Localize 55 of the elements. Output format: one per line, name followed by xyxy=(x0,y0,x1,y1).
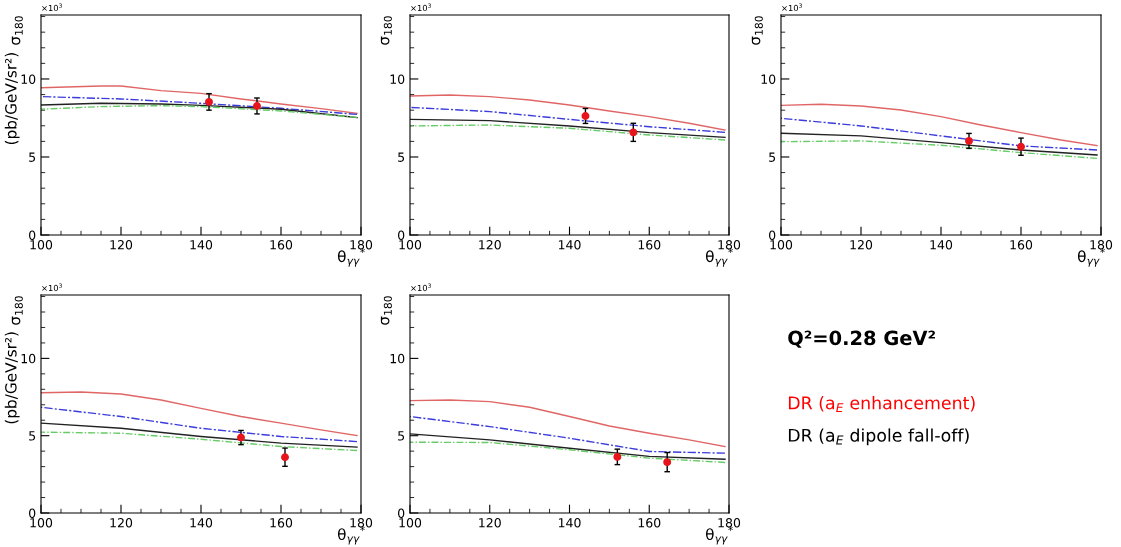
y-axis-title: σ$_{180}$ xyxy=(11,16,23,45)
x-tick-label: 160 xyxy=(270,240,293,250)
y-tick-label: 0 xyxy=(398,230,405,240)
x-tick-label: 100 xyxy=(30,518,53,528)
y-tick-label: 0 xyxy=(29,230,36,240)
x-tick-label: 180 xyxy=(718,240,741,250)
y-tick-label: 0 xyxy=(398,508,405,518)
x-tick-label: 100 xyxy=(399,518,422,528)
x-tick-label: 140 xyxy=(190,518,213,528)
x-tick-label: 140 xyxy=(190,240,213,250)
x-tick-label: 100 xyxy=(770,240,793,250)
x-tick-label: 120 xyxy=(479,240,501,250)
x-tick-label: 120 xyxy=(110,240,133,250)
x-tick-label: 140 xyxy=(558,518,581,528)
text: (pb/GeV/sr²) xyxy=(4,332,20,424)
text: Q²=0.28 GeV² xyxy=(788,330,935,348)
legend-label: DR (a$_{E}$ dipole fall-off) xyxy=(788,428,969,446)
x-tick-label: 140 xyxy=(558,240,581,250)
x-tick-label: 100 xyxy=(30,240,53,250)
x-tick-label: 120 xyxy=(479,518,501,528)
y-tick-label: 5 xyxy=(398,152,405,162)
x-tick-label: 140 xyxy=(930,240,953,250)
x-tick-label: 180 xyxy=(718,518,741,528)
x-tick-label: 160 xyxy=(638,240,661,250)
y-tick-label: 5 xyxy=(398,431,405,441)
y-axis-title: σ$_{180}$ xyxy=(11,296,23,325)
y-tick-label: 10 xyxy=(761,74,776,84)
y-tick-label: 10 xyxy=(390,353,405,364)
y-tick-label: 10 xyxy=(21,353,36,364)
text: ×10$^{3}$ xyxy=(782,3,802,12)
y-axis-title: σ$_{180}$ xyxy=(751,16,763,45)
text: ×10$^{3}$ xyxy=(42,3,62,12)
x-tick-label: 100 xyxy=(399,240,422,250)
x-tick-label: 160 xyxy=(638,518,661,528)
y-tick-label: 5 xyxy=(769,152,776,162)
y-tick-label: 5 xyxy=(29,152,36,162)
y-tick-label: 10 xyxy=(390,74,405,84)
y-tick-label: 0 xyxy=(769,230,776,240)
y-tick-label: 5 xyxy=(29,431,36,441)
x-tick-label: 120 xyxy=(850,240,873,250)
y-axis-title: σ$_{180}$ xyxy=(380,16,392,45)
x-tick-label: 160 xyxy=(1010,240,1033,250)
y-axis-title: σ$_{180}$ xyxy=(380,296,392,325)
x-tick-label: 180 xyxy=(350,240,373,250)
text: (pb/GeV/sr²) xyxy=(4,53,20,145)
x-tick-label: 180 xyxy=(350,518,373,528)
y-tick-label: 10 xyxy=(21,74,36,84)
x-tick-label: 120 xyxy=(110,518,133,528)
text: ×10$^{3}$ xyxy=(42,283,62,292)
text: ×10$^{3}$ xyxy=(411,3,431,12)
x-tick-label: 160 xyxy=(270,518,293,528)
legend-label: DR (a$_{E}$ enhancement) xyxy=(788,396,975,413)
text: ×10$^{3}$ xyxy=(411,283,431,292)
y-tick-label: 0 xyxy=(29,508,36,518)
x-tick-label: 180 xyxy=(1090,240,1113,250)
